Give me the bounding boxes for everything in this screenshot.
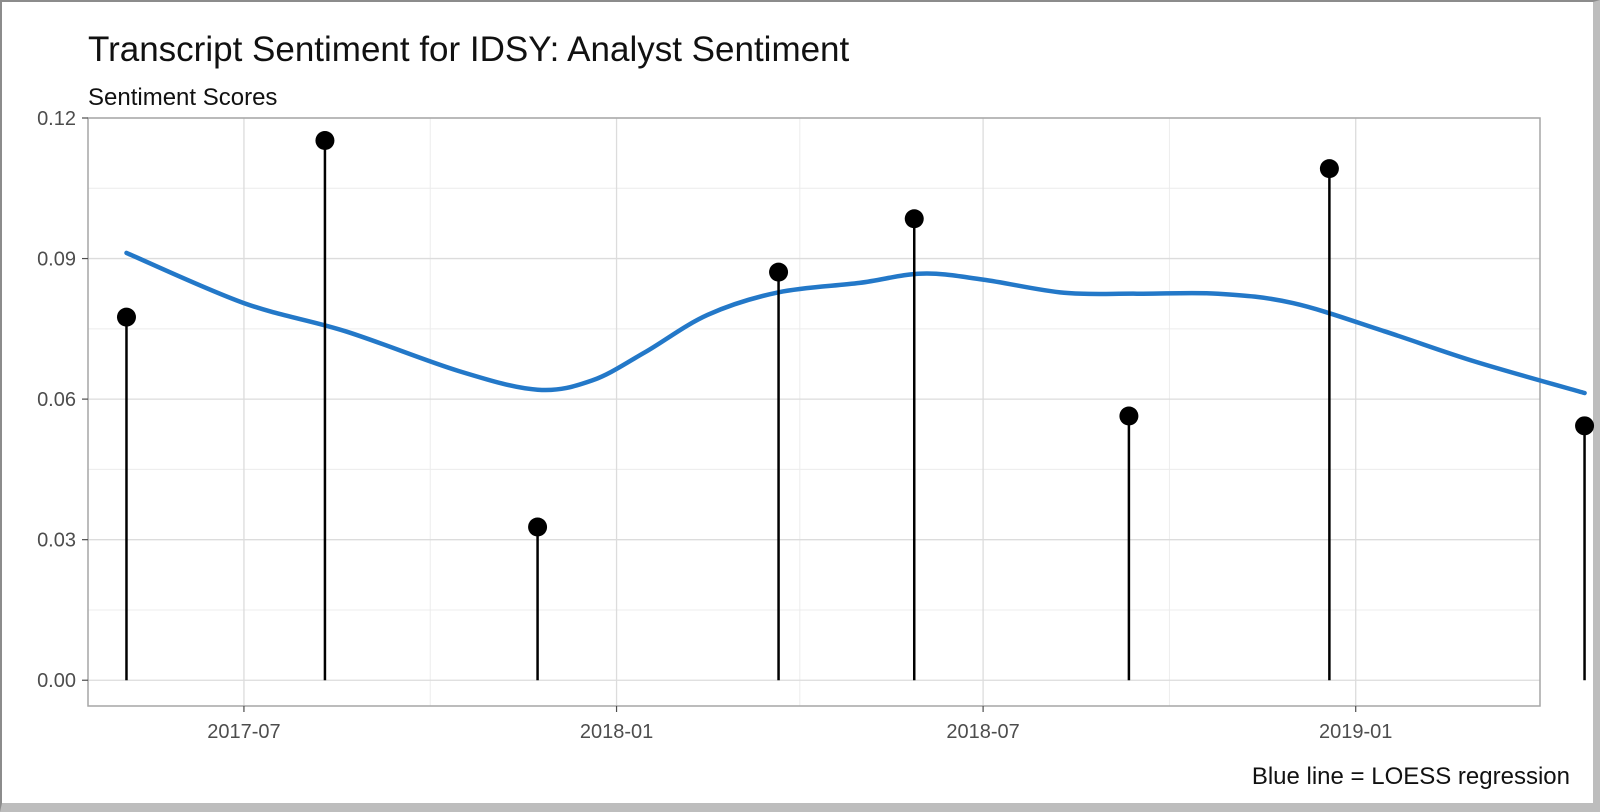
data-point xyxy=(116,307,136,327)
lollipop-stems xyxy=(125,140,1586,681)
y-tick-label: 0.12 xyxy=(37,108,76,130)
data-point xyxy=(769,262,789,282)
data-point xyxy=(1575,416,1595,436)
y-tick-label: 0.03 xyxy=(37,530,76,552)
chart-caption: Blue line = LOESS regression xyxy=(1251,763,1570,790)
plot-panel xyxy=(87,117,1541,707)
x-tick-label: 2018-01 xyxy=(580,721,653,743)
data-point xyxy=(315,130,335,150)
data-point xyxy=(904,209,924,229)
x-tick-label: 2018-07 xyxy=(946,721,1019,743)
minor-grid xyxy=(88,118,1540,706)
x-axis: 2017-07 2018-01 2018-07 2019-01 xyxy=(207,706,1392,743)
data-point xyxy=(1119,406,1139,426)
chart-title: Transcript Sentiment for IDSY: Analyst S… xyxy=(88,30,850,69)
y-axis: 0.00 0.03 0.06 0.09 0.12 xyxy=(37,108,88,692)
major-grid xyxy=(88,117,1540,706)
y-tick-label: 0.06 xyxy=(37,389,76,411)
x-tick-label: 2019-01 xyxy=(1319,721,1392,743)
data-point xyxy=(528,517,548,537)
chart-subtitle: Sentiment Scores xyxy=(88,84,278,111)
x-tick-label: 2017-07 xyxy=(207,721,280,743)
data-point xyxy=(1319,159,1339,179)
lollipop-points xyxy=(116,130,1595,537)
y-tick-label: 0.00 xyxy=(37,670,76,692)
y-tick-label: 0.09 xyxy=(37,249,76,271)
loess-line xyxy=(124,250,1587,396)
